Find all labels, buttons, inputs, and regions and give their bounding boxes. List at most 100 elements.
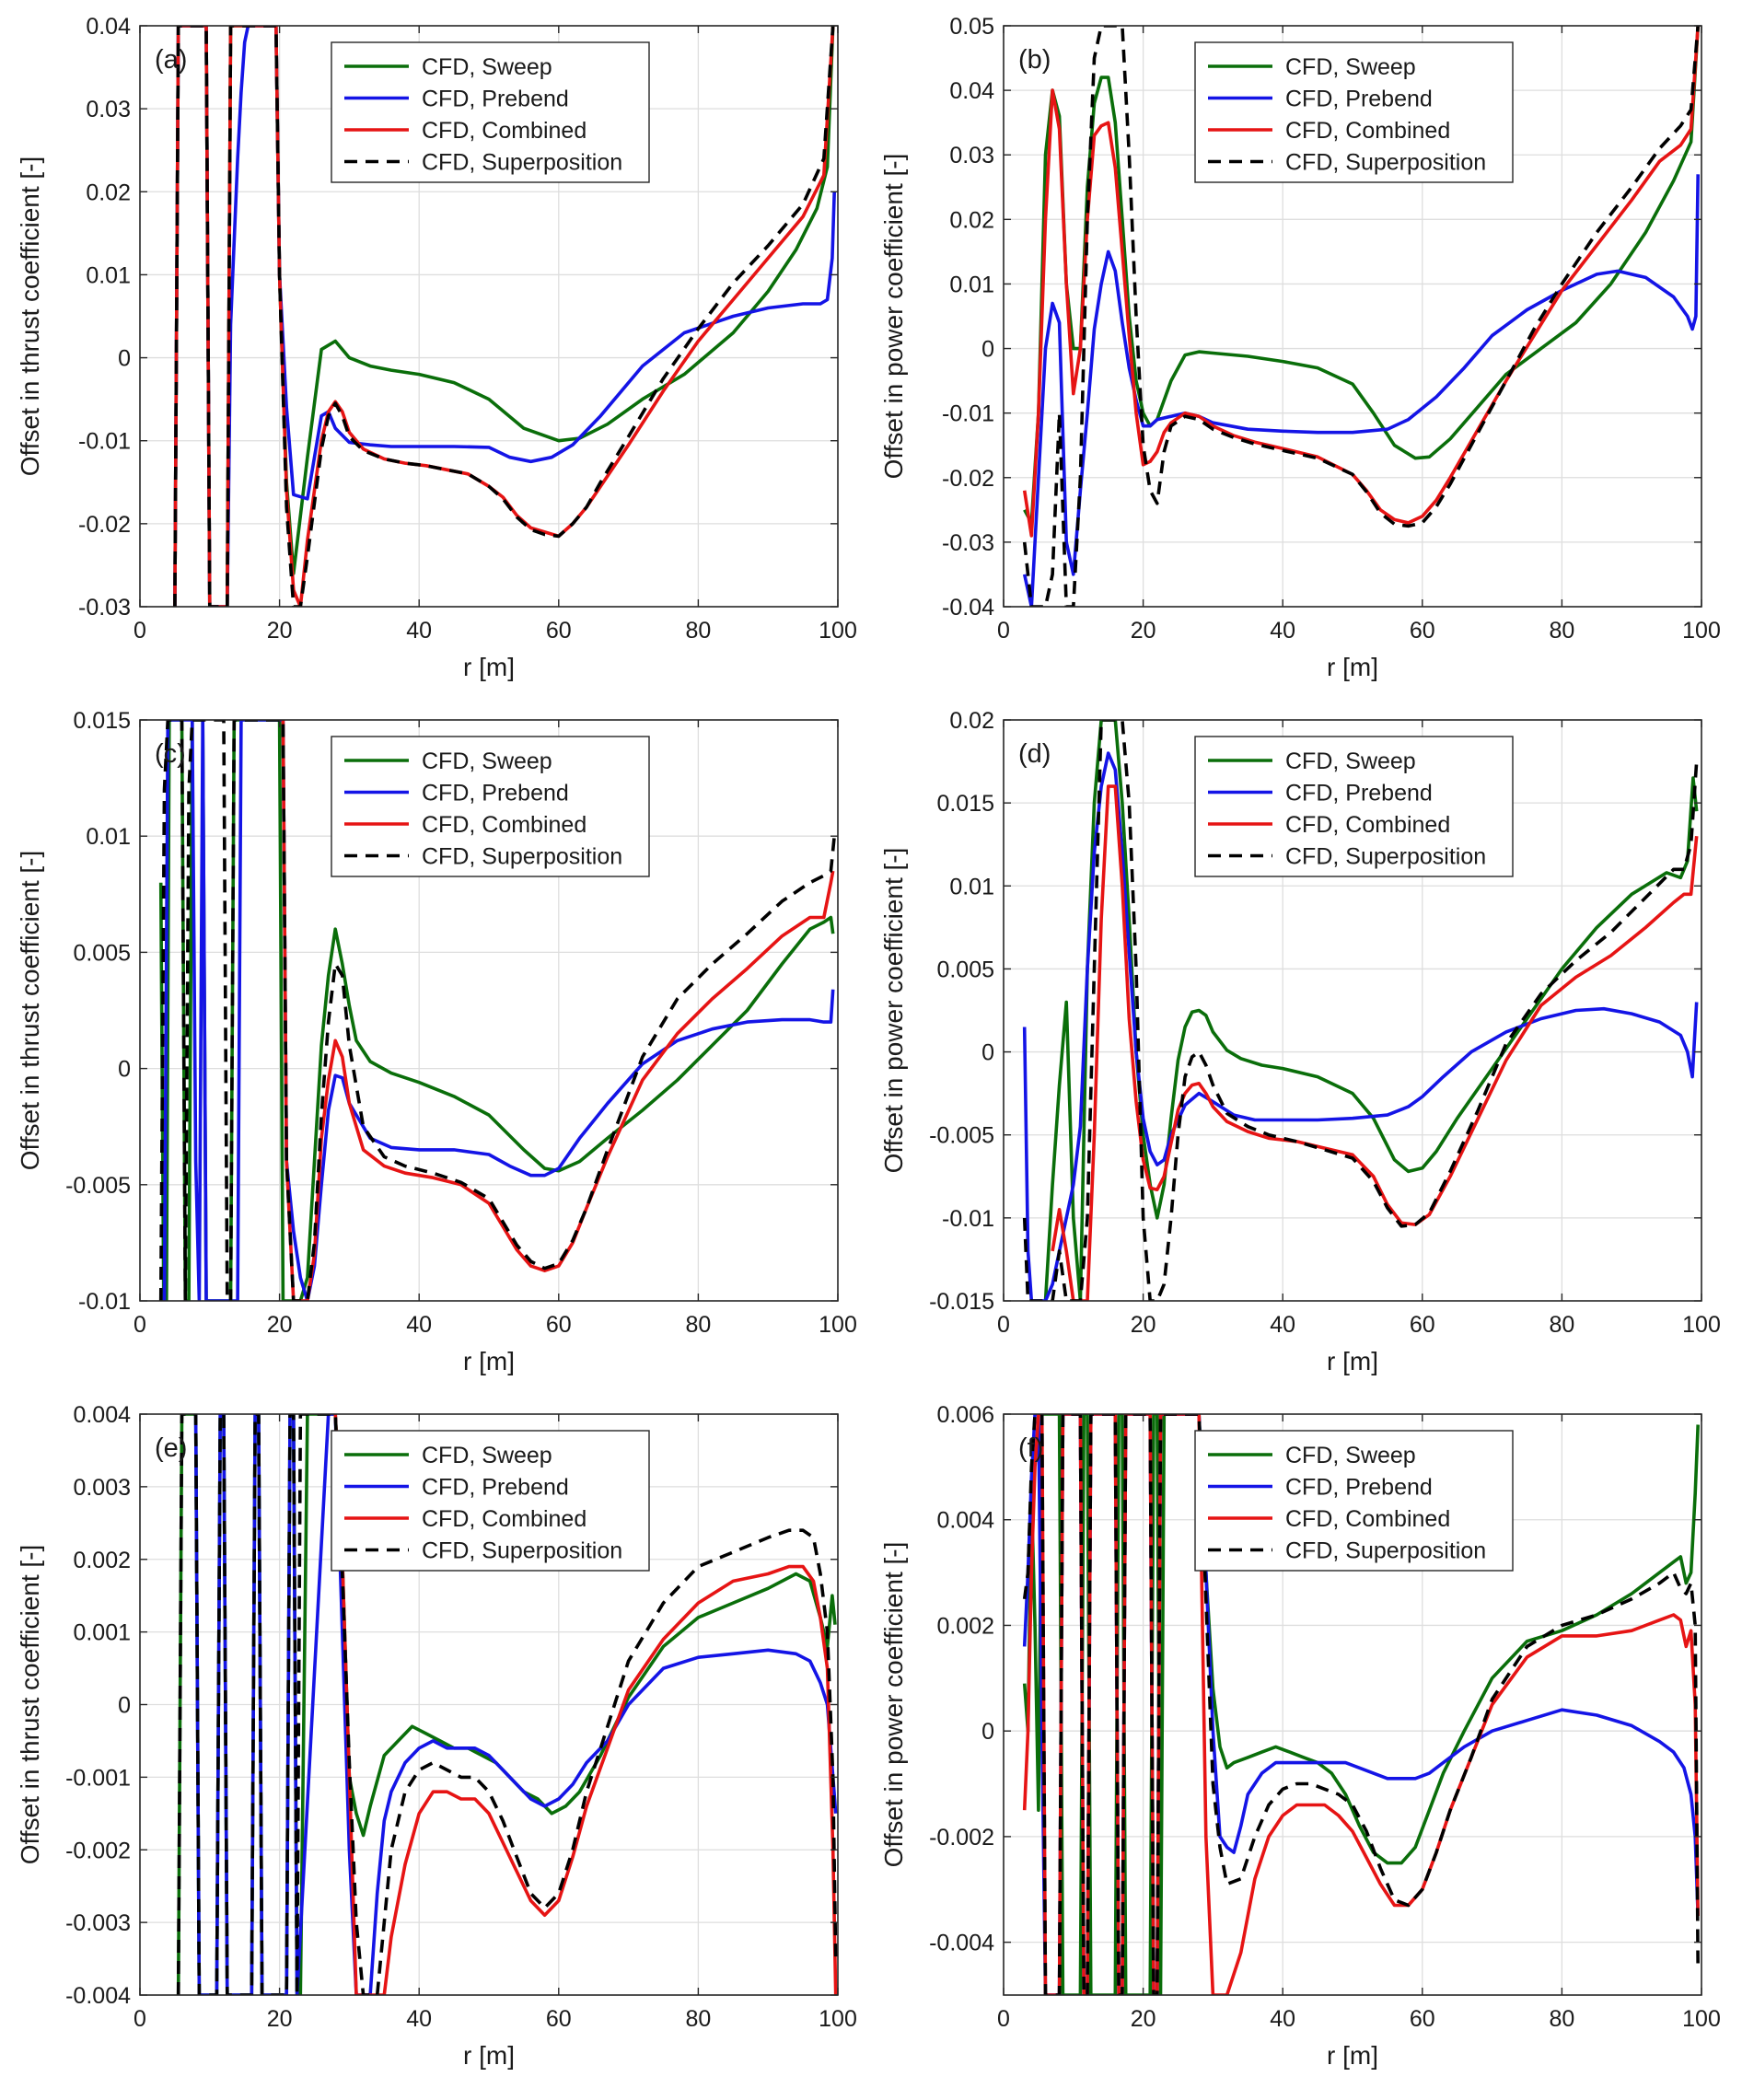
x-tick-label: 80 <box>1549 2006 1574 2032</box>
y-axis-label: Offset in thrust coefficient [-] <box>16 157 44 477</box>
x-tick-label: 40 <box>406 618 432 644</box>
x-tick-label: 100 <box>819 2006 857 2032</box>
legend-entry: CFD, Prebend <box>422 1475 569 1501</box>
y-tick-label: -0.01 <box>942 401 994 427</box>
series-line-cfd-superposition <box>176 1414 838 1995</box>
y-tick-label: -0.004 <box>65 1983 131 2009</box>
x-tick-label: 20 <box>267 618 293 644</box>
x-axis-label: r [m] <box>1327 653 1378 681</box>
y-tick-label: 0.03 <box>949 143 994 168</box>
legend-entry: CFD, Prebend <box>422 781 569 806</box>
axes-frame <box>1003 719 1702 1302</box>
x-tick-label: 0 <box>997 2006 1010 2032</box>
series-line-cfd-sweep <box>173 26 835 607</box>
x-tick-label: 80 <box>685 1312 711 1338</box>
y-tick-label: -0.01 <box>78 1289 131 1315</box>
y-tick-label: -0.002 <box>929 1825 994 1851</box>
y-tick-label: 0.03 <box>86 97 131 122</box>
series-line-cfd-prebend <box>193 1414 838 1995</box>
legend-entry: CFD, Superposition <box>422 844 622 870</box>
y-tick-label: 0.005 <box>73 940 131 966</box>
y-tick-label: 0.01 <box>949 272 994 297</box>
series-group <box>1022 1414 1700 1995</box>
series-line-cfd-superposition <box>1022 1414 1700 1995</box>
x-tick-label: 60 <box>1410 2006 1435 2032</box>
y-tick-label: -0.04 <box>942 595 994 621</box>
x-tick-label: 60 <box>546 1312 572 1338</box>
y-tick-label: 0.004 <box>73 1402 131 1428</box>
legend-entry: CFD, Superposition <box>422 1538 622 1564</box>
x-tick-label: 40 <box>1270 2006 1295 2032</box>
panel-label: (e) <box>155 1433 187 1463</box>
y-axis-label: Offset in thrust coefficient [-] <box>16 851 44 1171</box>
x-tick-label: 40 <box>406 2006 432 2032</box>
y-tick-label: -0.03 <box>942 530 994 556</box>
y-tick-label: 0.006 <box>936 1402 994 1428</box>
y-tick-label: 0 <box>118 346 131 372</box>
x-tick-label: 20 <box>267 1312 293 1338</box>
x-tick-label: 80 <box>1549 618 1574 644</box>
x-tick-label: 60 <box>546 618 572 644</box>
series-line-cfd-combined <box>1051 784 1699 1301</box>
x-tick-label: 0 <box>997 618 1010 644</box>
y-tick-label: 0.001 <box>73 1620 131 1646</box>
y-axis-label: Offset in power coefficient [-] <box>879 1542 908 1868</box>
x-axis-label: r [m] <box>1327 2041 1378 2070</box>
legend-entry: CFD, Combined <box>1285 1506 1450 1532</box>
legend-entry: CFD, Superposition <box>1285 150 1486 176</box>
x-tick-label: 40 <box>406 1312 432 1338</box>
legend-entry: CFD, Sweep <box>1285 54 1416 80</box>
x-tick-label: 40 <box>1270 1312 1295 1338</box>
axes-frame <box>1003 1413 1702 1996</box>
series-line-cfd-prebend <box>162 720 835 1301</box>
legend: CFD, Sweep CFD, Prebend CFD, Combined CFD, … <box>331 41 650 183</box>
y-tick-label: -0.02 <box>78 512 131 538</box>
legend-entry: CFD, Combined <box>422 1506 586 1532</box>
y-tick-label: -0.01 <box>942 1206 994 1232</box>
panel-f: 0 20 40 60 80 100 -0.004 -0.002 0 0.002 0.004 0.006… <box>879 1402 1721 2070</box>
panel-d: 0 20 40 60 80 100 -0.015 -0.01 -0.005 0 0.005 0.01 0… <box>879 708 1721 1375</box>
y-tick-label: -0.005 <box>929 1123 994 1149</box>
legend-entry: CFD, Combined <box>422 812 586 838</box>
y-tick-label: 0 <box>981 1719 994 1745</box>
y-tick-label: 0 <box>981 337 994 363</box>
legend-entry: CFD, Superposition <box>422 150 622 176</box>
y-axis-label: Offset in power coefficient [-] <box>879 154 908 480</box>
series-line-cfd-superposition <box>1022 720 1699 1301</box>
series-group <box>1022 26 1700 607</box>
panel-label: (c) <box>155 739 186 769</box>
panel-label: (f) <box>1018 1433 1043 1463</box>
panel-c: 0 20 40 60 80 100 -0.01 -0.005 0 0.005 0.01 0.015 r … <box>16 708 857 1375</box>
legend: CFD, Sweep CFD, Prebend CFD, Combined CFD, … <box>331 736 650 877</box>
x-tick-label: 100 <box>819 1312 857 1338</box>
series-line-cfd-prebend <box>1022 751 1699 1301</box>
y-tick-label: -0.003 <box>65 1910 131 1936</box>
legend: CFD, Sweep CFD, Prebend CFD, Combined CFD, … <box>331 1430 650 1572</box>
series-line-cfd-combined <box>1022 1414 1700 1995</box>
y-tick-label: 0.015 <box>936 791 994 817</box>
y-tick-label: 0 <box>118 1693 131 1719</box>
legend-entry: CFD, Superposition <box>1285 1538 1486 1564</box>
legend-entry: CFD, Prebend <box>422 87 569 112</box>
y-tick-label: 0.01 <box>949 874 994 899</box>
legend-entry: CFD, Prebend <box>1285 1475 1433 1501</box>
series-line-cfd-sweep <box>158 720 835 1301</box>
x-axis-label: r [m] <box>463 653 515 681</box>
legend-entry: CFD, Combined <box>1285 812 1450 838</box>
panel-b: 0 20 40 60 80 100 -0.04 -0.03 -0.02 -0.01 0 0.01 0.0… <box>879 14 1721 681</box>
y-tick-label: 0.02 <box>949 708 994 734</box>
series-line-cfd-superposition <box>173 26 835 607</box>
legend-entry: CFD, Combined <box>422 118 586 144</box>
panel-label: (a) <box>155 45 187 75</box>
axes-frame <box>139 25 839 608</box>
y-tick-label: 0.01 <box>86 824 131 850</box>
y-tick-label: 0 <box>118 1057 131 1083</box>
y-tick-label: -0.03 <box>78 595 131 621</box>
series-group <box>158 720 836 1301</box>
y-tick-label: 0.015 <box>73 708 131 734</box>
x-tick-label: 80 <box>685 618 711 644</box>
legend: CFD, Sweep CFD, Prebend CFD, Combined CFD, … <box>1194 41 1514 183</box>
x-axis-label: r [m] <box>463 1347 515 1375</box>
legend: CFD, Sweep CFD, Prebend CFD, Combined CFD, … <box>1194 1430 1514 1572</box>
